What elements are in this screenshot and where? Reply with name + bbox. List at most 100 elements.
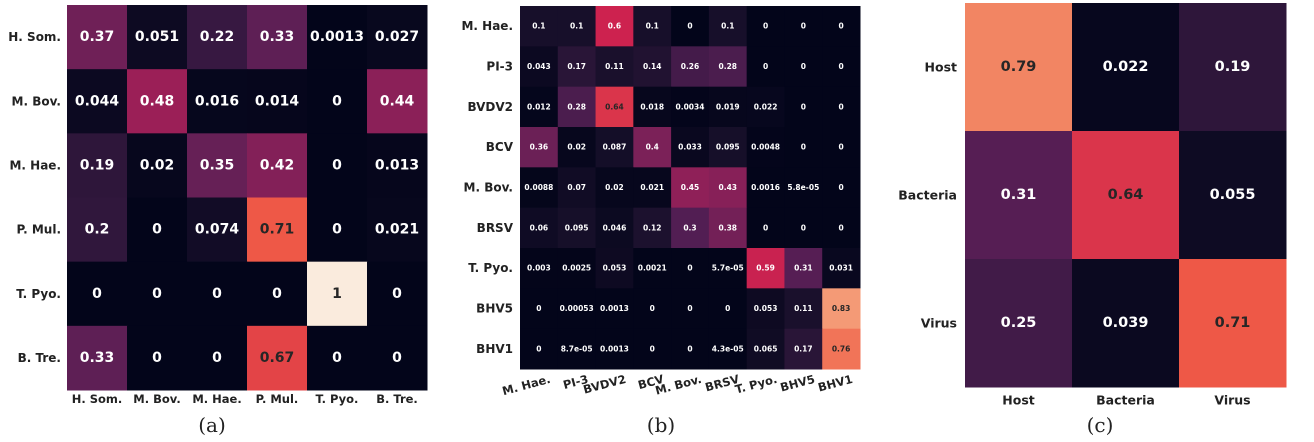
heatmap-cell	[67, 325, 128, 391]
row-tick-label: M. Hae.	[9, 158, 61, 172]
cell-value-label: 0.1	[721, 22, 734, 31]
cell-value-label: 0.1	[570, 22, 583, 31]
cell-value-label: 0.71	[260, 222, 295, 238]
heatmap-cell	[595, 248, 634, 289]
row-tick-label: BHV1	[476, 342, 513, 356]
heatmap-cell	[520, 46, 559, 88]
cell-value-label: 0.0088	[524, 183, 553, 192]
heatmap-cell	[187, 133, 248, 198]
heatmap-cell	[746, 248, 785, 289]
heatmap-cell	[633, 167, 672, 209]
row-tick-label: BHV5	[476, 302, 513, 316]
column-tick-label: T. Pyo.	[734, 372, 779, 397]
cell-value-label: 0.013	[375, 157, 419, 173]
cell-value-label: 0.26	[681, 62, 700, 71]
heatmap-cell	[557, 248, 597, 289]
cell-value-label: 0	[152, 222, 162, 238]
heatmap-cell	[127, 325, 188, 391]
heatmap-cell	[307, 325, 368, 391]
cell-value-label: 0	[212, 286, 222, 302]
subfigure-caption: (b)	[647, 413, 675, 437]
heatmap-cell	[557, 167, 597, 209]
heatmap-0: 0.37 0.051 0.22 0.33 0.0013 0.027 0.044 0.48 0.0…	[8, 5, 428, 437]
cell-value-label: 0	[763, 22, 768, 31]
row-tick-label: Bacteria	[898, 188, 957, 203]
cell-value-label: 0.003	[527, 264, 551, 273]
cell-value-label: 0	[763, 223, 768, 232]
row-tick-label: M. Bov.	[464, 181, 513, 195]
column-tick-label: BHV1	[816, 372, 854, 395]
heatmap-cell	[746, 46, 785, 88]
heatmap-cell	[1072, 259, 1180, 388]
cell-value-label: 0.64	[605, 102, 624, 111]
cell-value-label: 0.019	[716, 102, 740, 111]
column-tick-label: M. Hae.	[501, 372, 552, 398]
heatmap-cell	[557, 328, 597, 370]
cell-value-label: 0.02	[140, 157, 175, 173]
cell-value-label: 0.0034	[676, 102, 705, 111]
heatmap-cell	[708, 207, 748, 249]
cell-value-label: 0.79	[1001, 59, 1037, 75]
cell-value-label: 0.0016	[751, 183, 780, 192]
heatmap-cell	[708, 288, 748, 330]
heatmap-cell	[367, 197, 428, 263]
cell-value-label: 0.36	[530, 143, 549, 152]
heatmap-cell	[746, 86, 785, 128]
cell-value-label: 0.022	[1103, 59, 1149, 75]
heatmap-cell	[247, 197, 308, 263]
cell-value-label: 0.37	[80, 29, 115, 45]
heatmap-cell	[784, 86, 823, 128]
heatmap-cell	[671, 248, 710, 289]
heatmap-cell	[247, 133, 308, 198]
cell-value-label: 0.76	[832, 344, 851, 353]
row-tick-label: T. Pyo.	[468, 261, 513, 275]
cell-value-label: 0	[152, 350, 162, 366]
cell-value-label: 0.055	[1210, 187, 1256, 203]
cell-value-label: 0.28	[567, 102, 586, 111]
heatmap-cell	[822, 46, 861, 88]
cell-value-label: 0.018	[640, 102, 664, 111]
heatmap-cell	[127, 5, 188, 70]
heatmap-cell	[520, 167, 559, 209]
cell-value-label: 0.3	[683, 223, 696, 232]
cell-value-label: 0.44	[380, 93, 415, 109]
heatmap-cell	[633, 6, 672, 47]
cell-value-label: 0.64	[1108, 187, 1144, 203]
cell-value-label: 0.053	[754, 304, 778, 313]
heatmap-1: 0.1 0.1 0.6 0.1 0 0.1 0 0 0 0.043 0.17 0.11 0.14 0.26…	[461, 6, 861, 437]
heatmap-cell	[671, 46, 710, 88]
heatmap-cell	[965, 3, 1073, 132]
cell-value-label: 0.43	[719, 183, 738, 192]
cell-value-label: 0.044	[75, 93, 120, 109]
cell-value-label: 0.31	[1001, 187, 1037, 203]
cell-value-label: 0.25	[1001, 315, 1037, 331]
cell-value-label: 0.22	[200, 29, 235, 45]
heatmap-cell	[784, 288, 823, 330]
heatmap-cell	[671, 328, 710, 370]
row-tick-label: BRSV	[477, 221, 514, 235]
cell-value-label: 0.59	[756, 264, 775, 273]
column-tick-label: PI-3	[561, 372, 589, 392]
heatmap-cell	[1179, 131, 1287, 260]
heatmap-cell	[595, 86, 634, 128]
cell-value-label: 0.046	[603, 223, 627, 232]
heatmap-cell	[557, 86, 597, 128]
heatmap-cell	[520, 127, 559, 168]
cell-value-label: 0.83	[832, 304, 851, 313]
cell-value-label: 0.17	[794, 344, 813, 353]
cell-value-label: 0	[839, 22, 844, 31]
heatmap-cell	[633, 86, 672, 128]
heatmap-cell	[595, 167, 634, 209]
cell-value-label: 0.022	[754, 102, 778, 111]
heatmap-cell	[822, 248, 861, 289]
cell-value-label: 0	[332, 157, 342, 173]
heatmap-cell	[633, 288, 672, 330]
cell-value-label: 4.3e-05	[712, 344, 744, 353]
cell-value-label: 0.45	[681, 183, 700, 192]
heatmap-cell	[965, 131, 1073, 260]
column-tick-label: BHV5	[779, 372, 817, 395]
heatmap-cell	[746, 288, 785, 330]
row-tick-label: M. Bov.	[12, 94, 61, 108]
cell-value-label: 0.095	[565, 223, 589, 232]
cell-value-label: 0	[392, 286, 402, 302]
